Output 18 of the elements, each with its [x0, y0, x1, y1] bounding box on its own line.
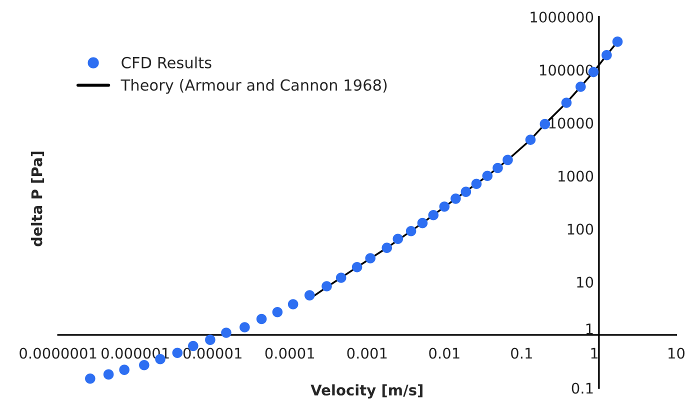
- x-axis-title: Velocity [m/s]: [310, 384, 422, 398]
- y-axis-title: delta P [Pa]: [31, 152, 44, 246]
- x-tick-label: 0.000001: [102, 348, 169, 359]
- y-tick-label: 0.1: [572, 382, 593, 394]
- x-tick-label: 0.01: [429, 348, 460, 359]
- y-tick-label: 1: [586, 324, 593, 334]
- x-tick-label: 0.1: [511, 348, 532, 359]
- x-tick-label: 10: [668, 348, 685, 359]
- x-tick-label: 0.00001: [183, 348, 242, 359]
- legend-label: Theory (Armour and Cannon 1968): [120, 79, 387, 94]
- y-tick-label: 1000000: [530, 12, 594, 23]
- x-tick-label: 0.0001: [265, 348, 314, 359]
- y-tick-label: 1000: [558, 170, 594, 182]
- x-tick-label: 0.001: [347, 348, 387, 359]
- y-tick-label: 100: [568, 224, 594, 235]
- legend-label: CFD Results: [122, 56, 212, 68]
- y-tick-label: 10: [577, 276, 594, 288]
- x-tick-label: 0.0000001: [20, 348, 96, 359]
